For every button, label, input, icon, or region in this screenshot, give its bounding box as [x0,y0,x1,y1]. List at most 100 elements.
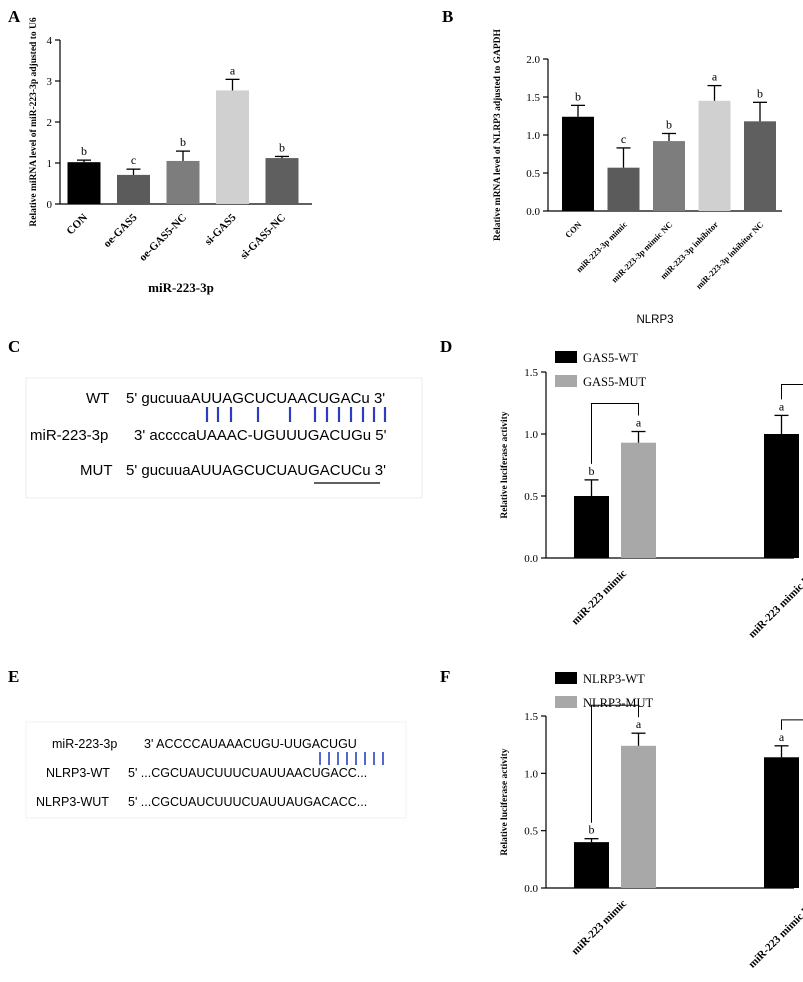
bar-b [562,116,594,211]
bar-b [607,167,640,211]
mir-sequence-e: 3' ACCCCAUAAACUGU-UUGACUGU [144,737,357,751]
category-label-a: si-GAS5-NC [238,212,288,262]
alignment-box-e [25,721,407,819]
y-tick-label-f: 0.0 [524,883,538,895]
sequence-alignment-e: miR-223-3p 3' ACCCCAUAAACUGU-UUGACUGU NL… [25,721,407,819]
chart-b-nlrp3-mrna-level: 0.0 0.5 1.0 1.5 2.0 Relative mRNA level of NL… [493,28,782,326]
y-tick-label-a: 2 [47,117,53,129]
bar-a [166,160,200,204]
mut-label: MUT [80,462,113,479]
significance-letter-f: b [589,823,595,837]
y-tick-label-b: 0.0 [526,206,540,218]
bar-a [67,162,101,204]
y-tick-label-a: 0 [47,199,53,211]
comparison-bracket-d [781,383,803,400]
bar-d [621,442,656,558]
y-axis-title-a: Relative miRNA level of miR-223-3p adjus… [29,17,39,226]
mir-label: miR-223-3p [30,427,108,444]
mir-label-e: miR-223-3p [52,737,117,751]
y-tick-label-d: 1.0 [524,429,538,441]
wt-label: WT [86,390,109,407]
x-axis-title-b: NLRP3 [636,314,673,326]
chart-a-mirna-level: 0 1 2 3 4 Relative miRNA level of miR-223-3p … [29,17,312,295]
legend-swatch-f [555,672,577,684]
mir-sequence: 3' accccaUAAAC-UGUUUGACUGu 5' [134,427,387,444]
base-pair-lines-e [319,752,384,765]
bar-f [764,757,799,888]
legend-label-f: NLRP3-WT [583,672,645,686]
significance-letter-f: a [636,717,642,731]
y-axis-title-f: Relative luciferase activity [500,748,510,855]
mut-sequence: 5' gucuuaAUUAGCUCUAUGACUCu 3' [126,462,386,479]
bar-d [574,496,609,558]
category-label-d: miR-223 mimic [569,568,629,628]
bar-f [574,842,609,888]
significance-letter-a: b [180,135,186,149]
category-label-f: miR-223 mimic NC [746,898,803,971]
y-tick-label-f: 1.5 [524,711,538,723]
y-tick-label-a: 3 [47,76,53,88]
nlrp3-wut-sequence: 5' ...CGCUAUCUUUCUAUUAUGACACC... [128,795,367,809]
y-tick-label-d: 0.5 [524,491,538,503]
bar-a [216,90,249,204]
panel-letter-a: A [8,7,21,26]
significance-letter-a: a [230,63,236,77]
y-tick-label-b: 2.0 [526,54,540,66]
legend-label-d: GAS5-MUT [583,375,647,389]
wt-sequence: 5' gucuuaAUUAGCUCUAACUGACu 3' [126,390,385,407]
panel-letter-c: C [8,337,20,356]
comparison-bracket-f [591,704,639,823]
bar-a [117,174,150,204]
significance-letter-b: a [712,70,718,84]
category-label-a: CON [64,212,90,238]
bar-a [265,158,299,204]
y-tick-label-b: 1.0 [526,130,540,142]
bar-b [698,100,731,211]
legend-swatch-f [555,696,577,708]
significance-letter-d: b [589,464,595,478]
bar-b [744,121,776,211]
significance-letter-f: a [779,730,785,744]
significance-letter-b: b [666,117,672,131]
significance-letter-b: b [757,86,763,100]
category-label-a: oe-GAS5 [101,211,140,250]
bar-f [621,745,656,888]
y-tick-label-b: 1.5 [526,92,540,104]
bar-d [764,434,799,558]
significance-letter-b: c [621,132,626,146]
chart-d-gas5-luciferase: 0.0 0.5 1.0 1.5 Relative luciferase activity… [500,351,803,641]
y-tick-label-d: 0.0 [524,553,538,565]
comparison-bracket-f [781,719,803,730]
y-tick-label-b: 0.5 [526,168,540,180]
x-axis-title-a: miR-223-3p [148,280,214,295]
significance-letter-d: a [779,399,785,413]
significance-letter-a: c [131,153,136,167]
significance-letter-a: b [81,144,87,158]
sequence-alignment-c: WT 5' gucuuaAUUAGCUCUAACUGACu 3' miR-223… [25,377,423,499]
base-pair-lines-c [205,407,387,422]
panel-letter-d: D [440,337,452,356]
y-tick-label-f: 0.5 [524,826,538,838]
category-label-a: si-GAS5 [202,211,238,247]
y-tick-label-a: 1 [47,158,53,170]
legend-swatch-d [555,351,577,363]
panel-letter-b: B [442,7,453,26]
comparison-bracket-d [591,403,639,464]
bar-b [653,141,685,211]
nlrp3-wut-label: NLRP3-WUT [36,795,109,809]
panel-letter-f: F [440,667,450,686]
legend-label-d: GAS5-WT [583,351,638,365]
legend-swatch-d [555,375,577,387]
category-label-f: miR-223 mimic [569,898,629,958]
nlrp3-wt-label: NLRP3-WT [46,766,110,780]
category-label-a: oe-GAS5-NC [137,212,189,264]
nlrp3-wt-sequence: 5' ...CGCUAUCUUUCUAUUAACUGACC... [128,766,367,780]
y-axis-title-d: Relative luciferase activity [500,411,510,518]
alignment-box-c [25,377,423,499]
significance-letter-a: b [279,140,285,154]
legend-label-f: NLRP3-MUT [583,696,654,710]
y-tick-label-a: 4 [47,35,53,47]
y-tick-label-d: 1.5 [524,367,538,379]
panel-letter-e: E [8,667,19,686]
category-label-d: miR-223 mimic NC [746,568,803,641]
